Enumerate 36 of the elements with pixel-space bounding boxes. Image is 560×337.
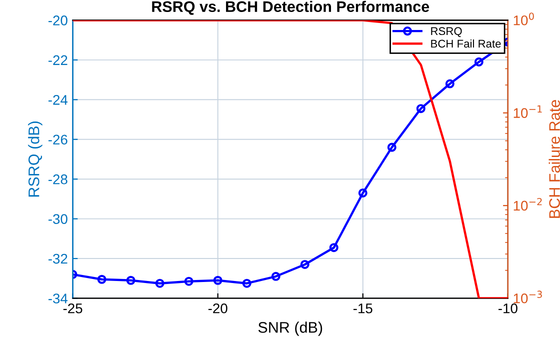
y2-tick-label: 10$^{0}$ bbox=[514, 12, 534, 26]
x-tick-label: -15 bbox=[353, 304, 372, 314]
y-tick-label: -30 bbox=[48, 214, 68, 224]
point bbox=[97, 274, 106, 284]
point bbox=[329, 243, 338, 252]
point bbox=[126, 276, 136, 285]
x-tick-label: -10 bbox=[498, 303, 518, 314]
point bbox=[300, 260, 310, 269]
point bbox=[213, 276, 222, 285]
point bbox=[416, 104, 426, 114]
y-tick-label: -28 bbox=[48, 174, 68, 184]
y-tick-label: -34 bbox=[48, 294, 68, 304]
y-tick-label: -22 bbox=[48, 55, 68, 65]
y2-tick-label: 10$^{−3}$ bbox=[514, 290, 542, 304]
point bbox=[184, 276, 194, 286]
y2-axis-title: BCH Failure Rate bbox=[548, 100, 560, 218]
point bbox=[242, 278, 252, 288]
x-axis-title: SNR (dB) bbox=[258, 322, 322, 336]
point bbox=[271, 272, 280, 281]
y-tick-label: -26 bbox=[48, 134, 68, 145]
chart-title: RSRQ vs. BCH Detection Performance bbox=[152, 0, 430, 15]
point bbox=[474, 57, 484, 66]
legend-label: BCH Fail Rate bbox=[431, 39, 501, 48]
legend-label: RSRQ bbox=[431, 27, 462, 38]
y2-tick-label: 10$^{−1}$ bbox=[514, 105, 542, 118]
y2-tick-label: 10$^{−2}$ bbox=[514, 198, 542, 211]
y-tick-label: -24 bbox=[48, 94, 68, 105]
point bbox=[155, 278, 164, 288]
y-tick-label: -20 bbox=[48, 16, 68, 26]
x-tick-label: -20 bbox=[208, 303, 228, 314]
y-axis-title: RSRQ (dB) bbox=[28, 122, 42, 197]
y-tick-label: -32 bbox=[48, 254, 68, 264]
point bbox=[445, 79, 454, 88]
point bbox=[387, 142, 396, 152]
point bbox=[358, 188, 368, 198]
x-tick-label: -25 bbox=[63, 303, 82, 314]
